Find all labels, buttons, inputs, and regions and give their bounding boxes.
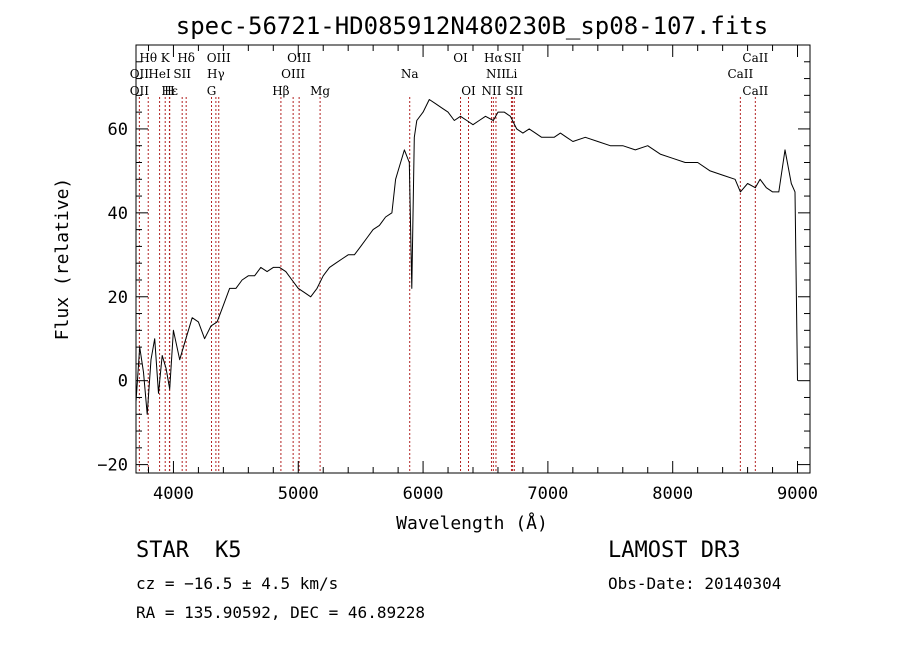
- line-label: NII: [481, 84, 501, 98]
- line-label: OI: [461, 84, 476, 98]
- line-label: G: [207, 84, 217, 98]
- x-tick-label: 8000: [652, 484, 693, 504]
- line-label: OIII: [281, 67, 305, 81]
- y-tick-label: 0: [118, 372, 128, 392]
- x-tick-label: 9000: [777, 484, 818, 504]
- x-tick-label: 6000: [403, 484, 444, 504]
- x-axis-ticks: 4000 5000 6000 7000 8000 9000: [147, 45, 818, 504]
- line-markers: [138, 97, 756, 473]
- line-label: OII: [130, 84, 150, 98]
- line-label: Li: [506, 67, 518, 81]
- line-label: CaII: [742, 51, 768, 65]
- line-label: SII: [173, 67, 191, 81]
- x-axis-label: Wavelength (Å): [396, 512, 548, 534]
- y-tick-label: 20: [108, 288, 128, 308]
- line-label: SII: [504, 51, 522, 65]
- x-tick-label: 7000: [527, 484, 568, 504]
- line-label: Hβ: [272, 84, 289, 98]
- object-type: STAR K5: [136, 538, 241, 563]
- x-tick-label: 4000: [153, 484, 194, 504]
- coordinates-readout: RA = 135.90592, DEC = 46.89228: [136, 603, 425, 622]
- line-label: K: [161, 51, 171, 65]
- line-label: OIII: [207, 51, 231, 65]
- line-label: CaII: [727, 67, 753, 81]
- y-axis-label: Flux (relative): [52, 178, 73, 341]
- y-tick-label: 40: [108, 204, 128, 224]
- line-label: Hγ: [207, 67, 225, 81]
- object-class: STAR: [136, 538, 189, 563]
- object-subclass: K5: [214, 538, 242, 563]
- line-label: Hδ: [177, 51, 195, 65]
- plot-frame: [135, 44, 811, 474]
- redshift-readout: cz = −16.5 ± 4.5 km/s: [136, 574, 339, 593]
- line-label: NII: [486, 67, 506, 81]
- x-tick-label: 5000: [278, 484, 319, 504]
- chart-title: spec-56721-HD085912N480230B_sp08-107.fit…: [176, 12, 768, 40]
- line-label: SII: [505, 84, 523, 98]
- line-label: Hε: [161, 84, 178, 98]
- survey-name: LAMOST DR3: [608, 538, 741, 563]
- line-label: H: [164, 84, 174, 98]
- line-label: Na: [401, 67, 419, 81]
- line-label: Hα: [484, 51, 503, 65]
- y-tick-label: 60: [108, 120, 128, 140]
- line-label: OIII: [287, 51, 311, 65]
- line-label: Mg: [310, 84, 330, 98]
- line-label: CaII: [742, 84, 768, 98]
- line-label: HeI: [148, 67, 171, 81]
- observation-date: Obs-Date: 20140304: [608, 574, 782, 593]
- y-tick-label: −20: [97, 456, 128, 476]
- line-label: OI: [453, 51, 468, 65]
- spectrum-line: [135, 99, 798, 415]
- line-label: OII: [130, 67, 150, 81]
- y-axis-ticks: −20 0 20 40 60: [97, 61, 810, 476]
- line-label: Hθ: [139, 51, 157, 65]
